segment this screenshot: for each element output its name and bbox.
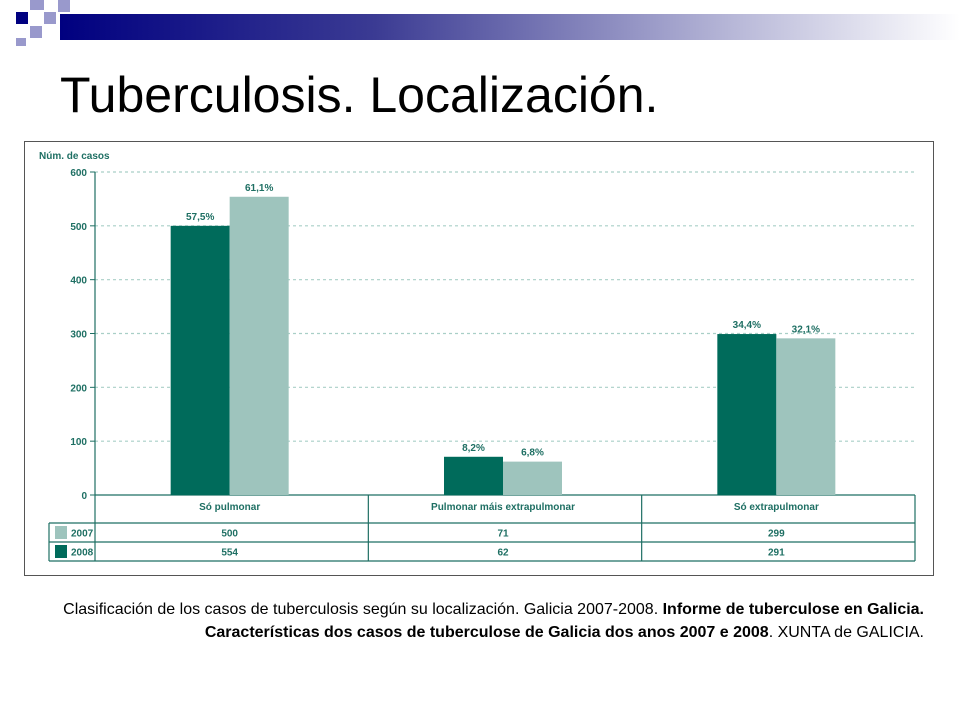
bar-2007 [503,461,562,495]
y-axis-label: Núm. de casos [39,151,110,162]
deco-square-light [16,38,26,46]
y-tick-label: 500 [70,222,87,233]
table-cell: 71 [497,529,509,540]
y-tick-label: 300 [70,330,87,341]
data-label: 8,2% [462,443,485,454]
table-cell: 299 [768,529,785,540]
y-tick-label: 200 [70,383,87,394]
caption-bold: Informe de tuberculose en Galicia. Carac… [204,601,924,641]
bar-chart: Núm. de casos 0 100 200 300 400 500 600 57,5% 61,… [39,151,916,562]
deco-square-dark [16,12,28,24]
y-tick-label: 400 [70,276,87,287]
y-tick-label: 0 [81,491,87,502]
bar-2007 [776,338,836,495]
caption-normal-2: . XUNTA de GALICIA. [768,624,924,641]
deco-gradient-bar [60,14,960,40]
data-label: 61,1% [245,183,273,194]
deco-square-light [30,0,44,10]
data-label: 34,4% [733,320,761,331]
deco-square-light [30,26,42,38]
y-tick-label: 600 [70,168,87,179]
caption-normal-1: Clasificación de los casos de tuberculos… [63,601,659,618]
table-cell: 62 [497,548,509,559]
slide-decoration [16,0,960,46]
caption: Clasificación de los casos de tuberculos… [30,598,924,644]
legend-label: 2008 [71,548,94,559]
table-cell: 554 [221,548,238,559]
legend-swatch-2008 [55,545,67,558]
data-label: 6,8% [521,448,544,459]
deco-square-light [44,12,56,24]
bar-2008 [444,456,503,495]
table-cell: 500 [221,529,238,540]
chart-frame: Núm. de casos 0 100 200 300 400 500 600 57,5% 61,… [24,141,934,576]
legend-swatch-2007 [55,526,67,539]
data-label: 57,5% [186,212,214,223]
x-tick-label: Pulmonar máis extrapulmonar [431,502,575,513]
data-label: 32,1% [792,324,820,335]
y-tick-label: 100 [70,437,87,448]
slide-title: Tuberculosis. Localización. [60,67,659,123]
bar-2008 [717,334,777,495]
x-tick-label: Só pulmonar [199,502,260,513]
table-cell: 291 [768,548,785,559]
deco-square-light [58,0,70,12]
x-tick-label: Só extrapulmonar [734,502,819,513]
legend-label: 2007 [71,529,94,540]
bar-2008 [170,225,230,495]
bar-2007 [229,196,289,495]
